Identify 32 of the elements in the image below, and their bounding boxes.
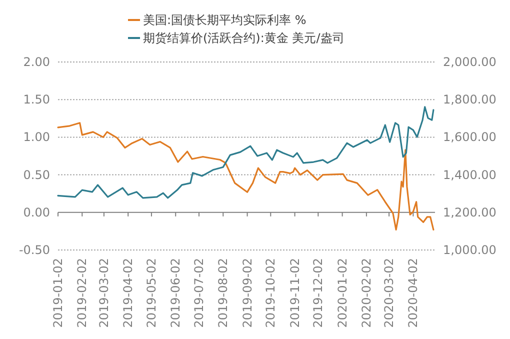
- legend-label: 期货结算价(活跃合约):黄金 美元/盎司: [143, 31, 344, 45]
- x-tick-label: 2019-02-02: [75, 258, 90, 328]
- legend-label: 美国:国债长期平均实际利率 %: [143, 13, 306, 27]
- x-tick-label: 2020-04-02: [406, 258, 420, 328]
- x-tick-label: 2020-03-02: [382, 258, 396, 328]
- y2-tick-label: 1,000.00: [443, 243, 496, 257]
- y2-tick-label: 1,400.00: [443, 168, 496, 182]
- x-tick-label: 2019-09-02: [240, 258, 254, 328]
- x-tick-label: 2019-01-02: [51, 258, 65, 328]
- y2-tick-label: 1,600.00: [443, 130, 496, 144]
- line-series: [57, 106, 434, 199]
- x-tick-label: 2019-10-02: [264, 258, 278, 328]
- y2-tick-label: 1,800.00: [443, 92, 496, 107]
- x-tick-label: 2019-06-02: [168, 258, 183, 328]
- y2-tick-label: 1,200.00: [443, 205, 496, 220]
- y-tick-label: 0.00: [23, 205, 50, 220]
- x-tick-label: 2019-04-02: [121, 258, 136, 328]
- x-tick-label: 2019-11-02: [288, 258, 302, 328]
- x-tick-label: 2019-12-02: [311, 258, 326, 328]
- x-tick-label: 2020-02-02: [359, 258, 374, 328]
- x-tick-label: 2019-05-02: [144, 258, 158, 328]
- x-tick-label: 2019-03-02: [96, 258, 111, 328]
- y-tick-label: 1.00: [23, 130, 50, 144]
- x-tick-label: 2019-07-02: [192, 258, 206, 328]
- y2-tick-label: 2,000.00: [443, 55, 496, 69]
- x-tick-label: 2019-08-02: [216, 258, 230, 328]
- y-tick-label: -0.50: [18, 243, 50, 257]
- y-tick-label: 0.50: [23, 168, 50, 182]
- x-tick-label: 2020-01-02: [335, 258, 350, 328]
- y-tick-label: 2.00: [23, 55, 50, 69]
- y-tick-label: 1.50: [23, 92, 50, 107]
- line-series: [57, 122, 434, 230]
